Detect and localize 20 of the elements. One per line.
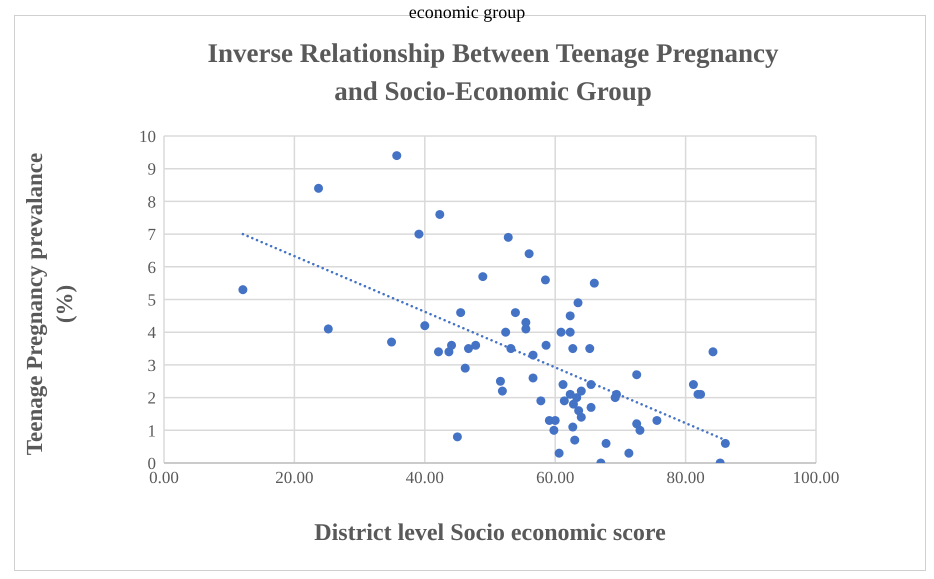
x-tick-label: 40.00 bbox=[406, 468, 444, 488]
y-tick-label: 2 bbox=[148, 388, 156, 408]
y-tick-label: 8 bbox=[148, 192, 156, 212]
y-axis-title: Teenage Pregnancy prevalance (%) bbox=[21, 152, 78, 458]
x-tick-label: 80.00 bbox=[666, 468, 705, 488]
y-tick-label: 7 bbox=[148, 225, 156, 244]
text: economic group bbox=[408, 2, 526, 23]
y-tick-label: 4 bbox=[148, 323, 156, 342]
x-tick-label: 0.00 bbox=[149, 468, 179, 488]
x-tick-label: 100.00 bbox=[792, 468, 840, 488]
y-tick-label: 9 bbox=[148, 160, 156, 179]
chart-title: Inverse Relationship Between Teenage Pregnancy and Socio-Economic Group bbox=[206, 37, 780, 108]
y-tick-label: 3 bbox=[148, 356, 156, 375]
y-tick-label: 10 bbox=[139, 127, 156, 146]
x-tick-label: 20.00 bbox=[275, 468, 314, 488]
x-tick-label: 60.00 bbox=[536, 468, 574, 488]
y-tick-label: 1 bbox=[148, 421, 156, 440]
y-tick-label: 6 bbox=[148, 258, 156, 277]
x-axis-title: District level Socio economic score bbox=[313, 520, 667, 547]
y-tick-label: 5 bbox=[148, 290, 156, 310]
